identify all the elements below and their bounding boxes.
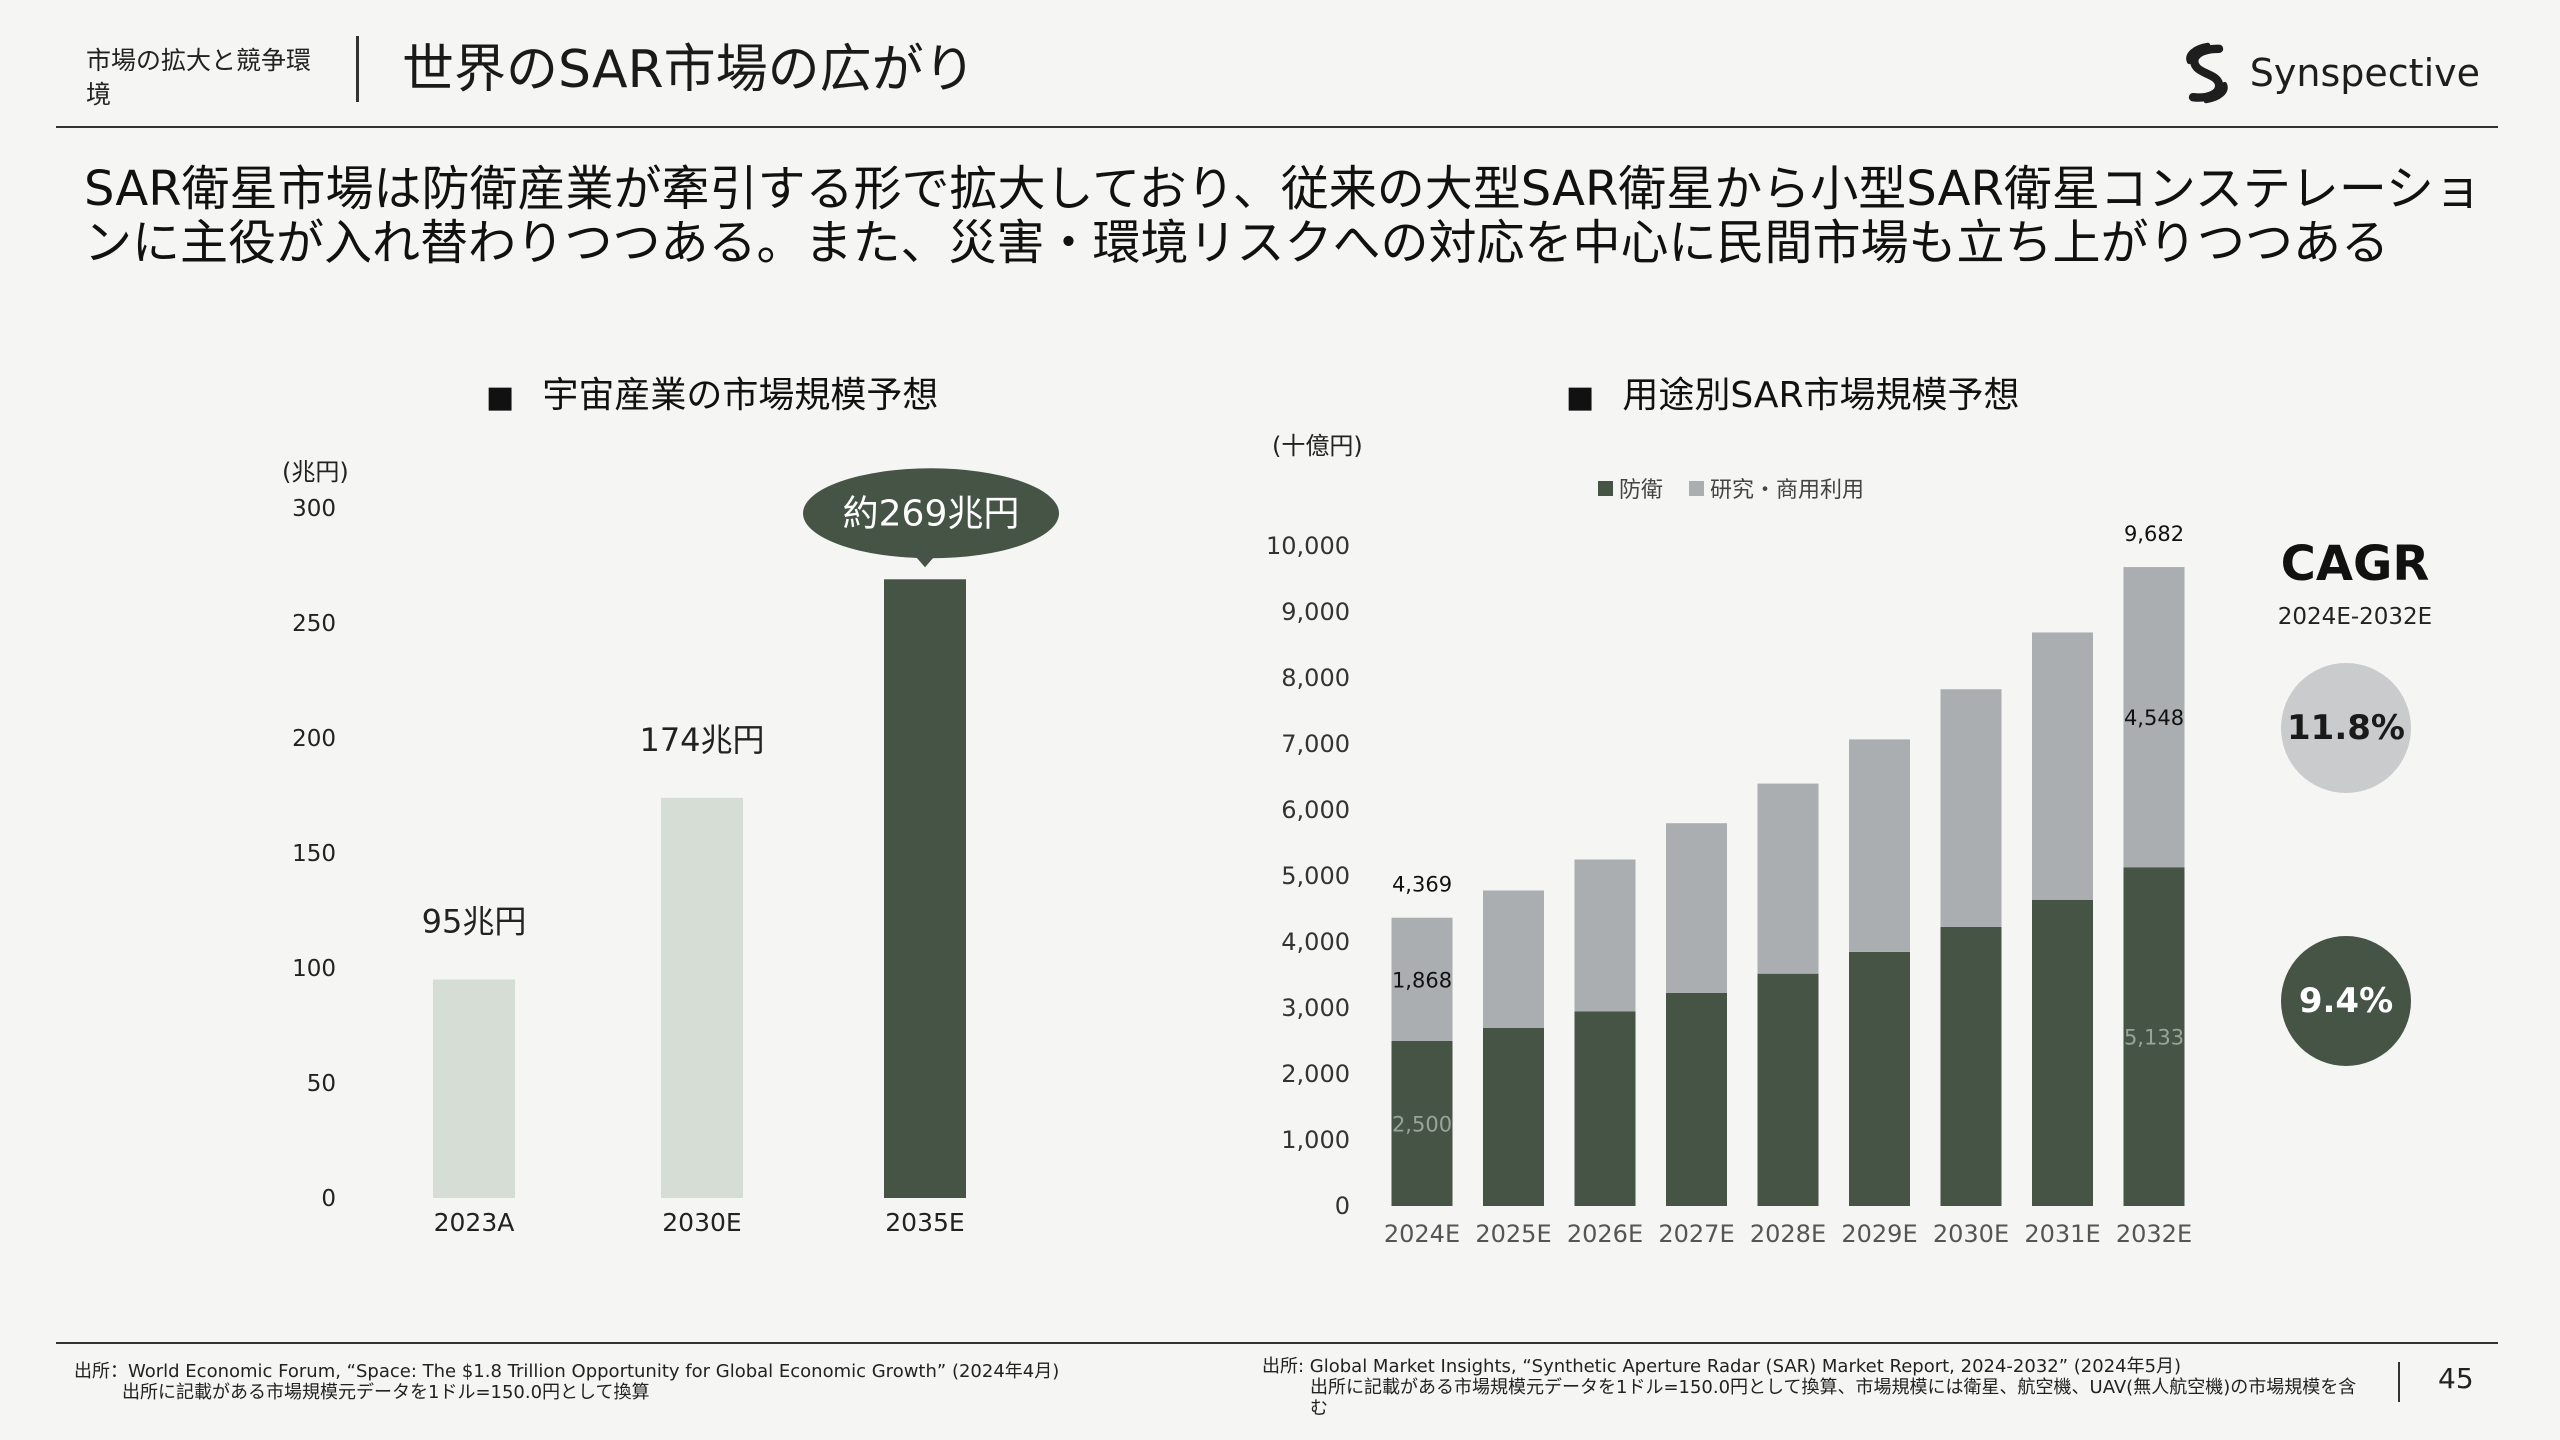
bar-defense-2029E (1849, 951, 1910, 1206)
bar-research-2031E (2032, 632, 2093, 900)
headline: SAR衛星市場は防衛産業が牽引する形で拡大しており、従来の大型SAR衛星から小型… (84, 161, 2482, 271)
company-logo: Synspective (2180, 38, 2480, 108)
y-tick-label: 7,000 (1281, 730, 1350, 758)
segment-label-research: 1,868 (1392, 968, 1452, 992)
legend-label: 研究・商用利用 (1710, 478, 1865, 503)
x-tick-label: 2035E (885, 1208, 964, 1237)
header-rule (56, 126, 2498, 128)
legend-label: 防衛 (1619, 478, 1664, 503)
y-tick-label: 100 (292, 956, 336, 982)
y-tick-label: 250 (292, 611, 336, 637)
y-tick-label: 50 (307, 1071, 336, 1097)
bar-research-2032E (2123, 567, 2185, 868)
data-label: 約269兆円 (843, 493, 1020, 534)
x-tick-label: 2030E (662, 1208, 741, 1237)
bullet-square-icon: ■ (486, 380, 515, 415)
y-tick-label: 3,000 (1281, 994, 1350, 1022)
section-label: 市場の拡大と競争環境 (86, 46, 312, 109)
y-tick-label: 6,000 (1281, 796, 1350, 824)
data-label: 174兆円 (639, 721, 764, 759)
bar-defense-2030E (1940, 926, 2002, 1206)
legend-item-defense: 防衛 (1598, 472, 1663, 504)
legend-item-research: 研究・商用利用 (1689, 472, 1864, 504)
source-note-right: 出所: Global Market Insights, “Synthetic A… (1262, 1356, 2372, 1419)
bar-research-2026E (1574, 859, 1636, 1012)
right-chart-unit: (十億円) (1272, 432, 1363, 460)
source-line: 出所：World Economic Forum, “Space: The $1.… (74, 1361, 1060, 1382)
bar-defense-2028E (1757, 973, 1819, 1206)
segment-label-defense: 5,133 (2124, 1026, 2184, 1050)
y-tick-label: 9,000 (1281, 598, 1350, 626)
left-chart-unit: (兆円) (282, 458, 349, 486)
y-tick-label: 0 (321, 1186, 336, 1212)
left-chart-title-text: 宇宙産業の市場規模予想 (542, 375, 939, 416)
bar-research-2027E (1666, 823, 1727, 993)
cagr-defense-badge: 9.4% (2281, 936, 2411, 1066)
y-tick-label: 10,000 (1266, 532, 1350, 560)
x-tick-label: 2031E (2024, 1220, 2100, 1248)
x-tick-label: 2029E (1841, 1220, 1917, 1248)
bar-defense-2024E (1391, 1041, 1453, 1206)
bar-defense-2025E (1483, 1027, 1544, 1206)
legend-swatch (1689, 480, 1705, 496)
legend-swatch (1598, 480, 1613, 496)
x-tick-label: 2028E (1750, 1220, 1826, 1248)
logo-text: Synspective (2249, 51, 2480, 95)
right-chart-title: ■ 用途別SAR市場規模予想 (1566, 366, 2020, 418)
y-tick-label: 150 (292, 841, 336, 867)
synspective-logo-icon (2186, 42, 2228, 104)
cagr-research-badge: 11.8% (2281, 663, 2411, 793)
y-tick-label: 5,000 (1281, 862, 1350, 890)
bar-defense-2027E (1666, 992, 1727, 1206)
bar-2030E (661, 797, 743, 1198)
y-tick-label: 0 (1335, 1192, 1350, 1220)
bar-defense-2032E (2123, 867, 2185, 1206)
x-tick-label: 2027E (1658, 1220, 1734, 1248)
bar-defense-2031E (2032, 899, 2093, 1206)
bar-research-2025E (1483, 890, 1544, 1028)
bullet-square-icon: ■ (1566, 380, 1595, 415)
x-tick-label: 2026E (1567, 1220, 1643, 1248)
bar-research-2029E (1849, 739, 1910, 952)
y-tick-label: 200 (292, 726, 336, 752)
segment-label-research: 4,548 (2124, 706, 2184, 730)
left-chart-title: ■ 宇宙産業の市場規模予想 (486, 366, 938, 418)
callout-pointer (911, 551, 939, 568)
bar-2035E (884, 579, 966, 1198)
source-line: 出所に記載がある市場規模元データを1ドル=150.0円として換算 (122, 1382, 650, 1403)
page-title: 世界のSAR市場の広がり (402, 40, 976, 100)
segment-label-defense: 2,500 (1392, 1113, 1452, 1137)
y-tick-label: 8,000 (1281, 664, 1350, 692)
bar-research-2024E (1391, 917, 1453, 1041)
x-tick-label: 2024E (1384, 1220, 1460, 1248)
y-tick-label: 4,000 (1281, 928, 1350, 956)
x-tick-label: 2025E (1475, 1220, 1551, 1248)
callout-bubble (803, 468, 1059, 559)
x-tick-label: 2023A (434, 1208, 515, 1237)
y-tick-label: 2,000 (1281, 1060, 1350, 1088)
right-chart-title-text: 用途別SAR市場規模予想 (1622, 375, 2020, 416)
bar-2023A (433, 979, 515, 1198)
total-label: 9,682 (2124, 522, 2184, 546)
y-tick-label: 300 (292, 496, 336, 522)
bar-defense-2026E (1574, 1011, 1636, 1206)
chart-legend: 防衛 研究・商用利用 (1598, 472, 1890, 504)
data-label: 95兆円 (422, 903, 527, 941)
header-divider (356, 36, 359, 102)
bar-research-2030E (1940, 689, 2002, 927)
cagr-title: CAGR (2280, 536, 2430, 592)
total-label: 4,369 (1392, 873, 1452, 897)
footer-divider (2398, 1362, 2400, 1402)
source-line: 出所: Global Market Insights, “Synthetic A… (1262, 1356, 2182, 1377)
y-tick-label: 1,000 (1281, 1126, 1350, 1154)
bar-research-2028E (1757, 783, 1819, 974)
page-number: 45 (2438, 1362, 2474, 1395)
footer-rule (56, 1342, 2498, 1344)
source-line: 出所に記載がある市場規模元データを1ドル=150.0円として換算、市場規模には衛… (1310, 1377, 2357, 1419)
x-tick-label: 2032E (2116, 1220, 2192, 1248)
x-tick-label: 2030E (1933, 1220, 2009, 1248)
source-note-left: 出所：World Economic Forum, “Space: The $1.… (74, 1361, 1234, 1403)
cagr-range: 2024E-2032E (2277, 604, 2433, 630)
